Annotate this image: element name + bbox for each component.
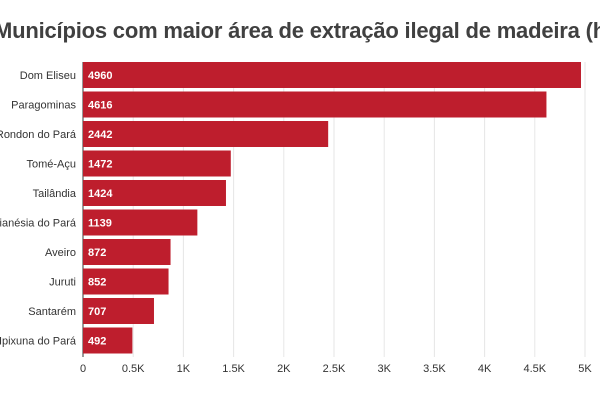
value-label: 4616 <box>88 100 112 112</box>
x-tick-label: 2K <box>277 363 291 375</box>
category-label: Tailândia <box>33 188 77 200</box>
bar[interactable] <box>83 298 154 324</box>
x-tick-label: 3.5K <box>423 363 446 375</box>
bar[interactable] <box>83 121 329 147</box>
x-tick-label: 4.5K <box>523 363 546 375</box>
category-label: Aveiro <box>45 247 76 259</box>
value-label: 4960 <box>88 70 112 82</box>
value-label: 707 <box>88 306 106 318</box>
value-label: 852 <box>88 277 106 289</box>
bar[interactable] <box>83 62 581 88</box>
chart-title: Municípios com maior área de extração il… <box>0 18 600 43</box>
bar[interactable] <box>83 91 547 118</box>
x-tick-label: 3K <box>377 363 391 375</box>
category-label: Goianésia do Pará <box>0 218 77 230</box>
x-tick-label: 4K <box>478 363 492 375</box>
bar[interactable] <box>83 180 226 206</box>
bar[interactable] <box>83 209 198 236</box>
category-label: Tomé-Açu <box>26 159 76 171</box>
bar[interactable] <box>83 268 169 295</box>
x-tick-label: 1K <box>177 363 191 375</box>
value-label: 1139 <box>88 218 112 230</box>
x-tick-label: 1.5K <box>222 363 245 375</box>
x-tick-label: 5K <box>578 363 592 375</box>
x-tick-label: 2.5K <box>323 363 346 375</box>
category-label: Juruti <box>49 277 76 289</box>
value-label: 492 <box>88 336 106 348</box>
category-label: Santarém <box>28 306 76 318</box>
category-label: Ipixuna do Pará <box>0 336 77 348</box>
labels: 0 0.5K 1K 1.5K 2K 2.5K 3K 3.5K 4K 4.5K 5K Dom Elise… <box>0 70 592 375</box>
bar[interactable] <box>83 239 171 265</box>
value-label: 872 <box>88 247 106 259</box>
category-label: Paragominas <box>11 100 76 112</box>
bars <box>83 62 581 354</box>
x-tick-label: 0.5K <box>122 363 145 375</box>
value-label: 1424 <box>88 188 113 200</box>
value-label: 1472 <box>88 159 112 171</box>
category-label: Rondon do Pará <box>0 129 77 141</box>
category-label: Dom Eliseu <box>20 70 76 82</box>
bar[interactable] <box>83 150 231 177</box>
x-tick-label: 0 <box>80 363 86 375</box>
value-label: 2442 <box>88 129 112 141</box>
bar[interactable] <box>83 327 133 354</box>
